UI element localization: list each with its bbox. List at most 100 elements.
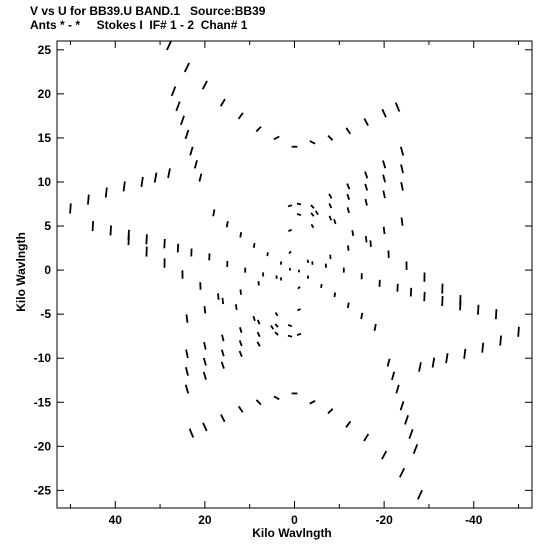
uv-point bbox=[274, 331, 279, 336]
uv-point bbox=[203, 357, 207, 366]
uv-point bbox=[382, 190, 386, 199]
uv-point bbox=[239, 327, 243, 334]
uv-point bbox=[69, 203, 72, 214]
uv-point bbox=[140, 176, 144, 188]
uv-point bbox=[256, 319, 261, 325]
uv-point bbox=[333, 292, 337, 298]
plot-title-line1: V vs U for BB39.U BAND.1 Source:BB39 bbox=[30, 4, 266, 18]
uv-point bbox=[346, 193, 351, 201]
x-tick-label: -40 bbox=[465, 513, 483, 527]
uv-point bbox=[328, 203, 333, 209]
uv-point bbox=[381, 450, 388, 460]
y-tick-label: 20 bbox=[38, 87, 52, 101]
uv-point bbox=[351, 230, 355, 237]
y-tick-label: -20 bbox=[34, 439, 52, 453]
uv-point bbox=[266, 252, 269, 257]
uv-point bbox=[418, 362, 422, 372]
uv-point bbox=[167, 168, 171, 179]
uv-point bbox=[238, 340, 243, 347]
uv-points bbox=[69, 40, 520, 500]
uv-point bbox=[287, 324, 293, 328]
uv-point bbox=[309, 140, 316, 145]
uv-point bbox=[314, 210, 319, 216]
uv-point bbox=[185, 366, 189, 376]
uv-point bbox=[91, 220, 95, 232]
x-tick-label: -20 bbox=[375, 513, 393, 527]
uv-point bbox=[400, 164, 404, 174]
uv-point bbox=[239, 232, 243, 238]
plot-title-line2: Ants * - * Stokes I IF# 1 - 2 Chan# 1 bbox=[30, 18, 248, 32]
uv-point bbox=[237, 112, 244, 120]
uv-point bbox=[327, 134, 334, 141]
uv-point bbox=[220, 414, 226, 423]
uv-point bbox=[347, 245, 350, 251]
y-tick-label: 10 bbox=[38, 175, 52, 189]
uv-point bbox=[239, 289, 242, 295]
y-tick-label: 15 bbox=[38, 131, 52, 145]
uv-point bbox=[184, 384, 190, 394]
uv-point bbox=[517, 326, 520, 337]
uv-point bbox=[386, 358, 391, 367]
y-tick-label: -15 bbox=[34, 395, 52, 409]
uv-point bbox=[279, 277, 283, 281]
x-axis-label: Kilo Wavlngth bbox=[252, 526, 332, 540]
uv-point bbox=[463, 348, 467, 359]
uv-point bbox=[193, 160, 198, 169]
uv-point bbox=[481, 342, 485, 353]
y-tick-label: 5 bbox=[44, 219, 51, 233]
y-tick-label: -10 bbox=[34, 351, 52, 365]
uv-point bbox=[400, 217, 404, 226]
uv-point bbox=[166, 40, 172, 51]
uv-point bbox=[274, 312, 279, 317]
uv-point bbox=[382, 174, 386, 183]
uv-point bbox=[184, 129, 190, 140]
uv-point bbox=[441, 295, 444, 306]
uv-point bbox=[417, 489, 423, 500]
uv-point bbox=[412, 443, 419, 454]
uv-point bbox=[217, 293, 220, 300]
uv-point bbox=[221, 297, 225, 305]
uv-point bbox=[404, 415, 409, 425]
uv-point bbox=[220, 361, 225, 369]
uv-point bbox=[296, 333, 302, 336]
uv-point bbox=[145, 234, 148, 245]
uv-point bbox=[391, 371, 396, 381]
uv-point bbox=[237, 405, 244, 413]
uv-point bbox=[203, 306, 207, 314]
uv-point bbox=[212, 209, 216, 217]
uv-point bbox=[203, 341, 207, 350]
uv-point bbox=[153, 172, 158, 183]
uv-point bbox=[364, 198, 368, 206]
uv-point bbox=[345, 420, 352, 428]
uv-point bbox=[287, 334, 293, 338]
uv-point bbox=[288, 228, 292, 232]
y-tick-label: 0 bbox=[44, 263, 51, 277]
uv-point bbox=[328, 193, 333, 199]
uv-point bbox=[494, 309, 498, 320]
uv-point bbox=[122, 181, 126, 192]
uv-point bbox=[198, 173, 203, 182]
y-tick-label: 25 bbox=[38, 43, 52, 57]
uv-point bbox=[256, 341, 261, 347]
uv-point bbox=[201, 80, 208, 90]
y-axis-label: Kilo Wavlngth bbox=[14, 232, 28, 312]
uv-point bbox=[364, 171, 369, 179]
uv-point bbox=[297, 308, 301, 312]
uv-point bbox=[189, 146, 194, 156]
uv-point bbox=[256, 331, 261, 338]
uv-point bbox=[364, 183, 369, 191]
uv-point bbox=[185, 314, 189, 323]
x-tick-label: 20 bbox=[198, 513, 212, 527]
uv-point bbox=[346, 183, 351, 190]
uv-point bbox=[175, 101, 181, 112]
uv-point bbox=[381, 108, 387, 118]
axis-tick-labels: 40 20 0 -20 -40 25 20 15 10 5 0 -5 -10 -15 -20 -25 bbox=[34, 43, 483, 527]
uv-point bbox=[327, 408, 334, 415]
uv-point bbox=[408, 428, 414, 439]
uv-point bbox=[297, 286, 301, 290]
uv-point bbox=[202, 422, 208, 432]
uv-point bbox=[273, 135, 280, 141]
uv-point bbox=[399, 146, 405, 156]
uv-point bbox=[320, 283, 323, 289]
